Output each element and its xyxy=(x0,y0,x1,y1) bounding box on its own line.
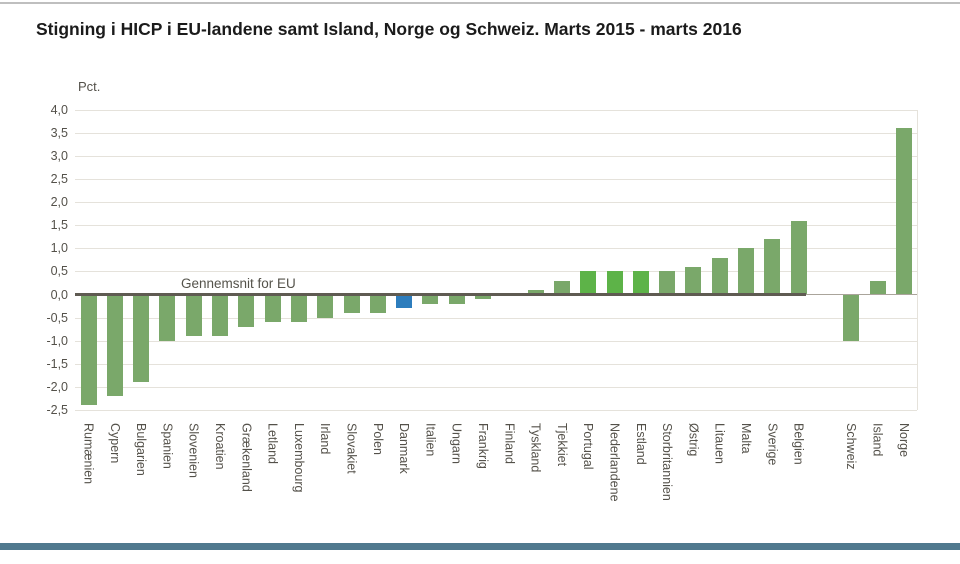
x-axis-label: Bulgarien xyxy=(134,423,149,476)
bar-portugal xyxy=(580,271,597,295)
y-axis-tick-label: -2,0 xyxy=(46,379,68,394)
bar-frankrig xyxy=(475,294,491,300)
x-axis-label: Grækenland xyxy=(239,423,254,492)
gridline xyxy=(75,363,917,365)
y-axis-tick-label: -2,5 xyxy=(46,403,68,417)
x-axis-label: Estland xyxy=(633,423,648,465)
x-axis-label: Letland xyxy=(265,423,280,465)
bar-nederlandene xyxy=(606,271,623,295)
eu-average-annotation: Gennemsnit for EU xyxy=(181,276,296,291)
x-axis-label: Østrig xyxy=(686,423,701,457)
bar-tjekkiet xyxy=(553,280,570,295)
x-axis-label: Malta xyxy=(739,423,753,454)
bar-letland xyxy=(264,294,281,323)
gridline xyxy=(75,271,917,273)
bar-italien xyxy=(422,294,439,304)
gridline xyxy=(75,317,917,319)
bar-island xyxy=(869,280,886,295)
x-axis-label: Island xyxy=(870,423,885,457)
bar-malta xyxy=(738,248,754,295)
chart-title: Stigning i HICP i EU-landene samt Island… xyxy=(36,19,742,39)
x-axis-label: Schweiz xyxy=(844,423,859,470)
x-axis-label: Irland xyxy=(318,423,333,455)
x-axis-label: Finland xyxy=(502,423,517,464)
gridline xyxy=(75,132,917,134)
plot-right-border xyxy=(917,109,918,410)
x-axis-label: Belgien xyxy=(791,423,806,465)
gridline xyxy=(75,248,917,250)
x-axis-label: Storbritannien xyxy=(660,423,675,501)
x-axis-label: Spanien xyxy=(160,423,175,469)
bar-litauen xyxy=(711,257,728,295)
x-axis-label: Slovakiet xyxy=(344,423,359,474)
x-axis-label: Tyskland xyxy=(528,423,543,473)
bar-østrig xyxy=(685,266,702,295)
bar-luxembourg xyxy=(290,294,307,323)
x-axis-label: Cypern xyxy=(107,423,122,464)
y-axis-tick-label: 0,0 xyxy=(50,287,68,302)
y-axis-tick-label: 4,0 xyxy=(50,102,68,117)
y-axis-tick-label: -1,0 xyxy=(46,333,68,348)
y-axis-unit-label: Pct. xyxy=(78,79,101,94)
bar-bulgarien xyxy=(133,294,150,383)
bar-storbritannien xyxy=(659,271,676,295)
gridline xyxy=(75,340,917,342)
x-axis-label: Tjekkiet xyxy=(554,423,569,467)
y-axis-tick-label: -0,5 xyxy=(46,310,68,325)
bar-schweiz xyxy=(843,294,860,341)
x-axis-label: Italien xyxy=(423,423,438,457)
bar-slovakiet xyxy=(343,294,360,313)
x-axis-label: Norge xyxy=(896,423,911,458)
x-axis-label: Litauen xyxy=(712,423,727,465)
gridline xyxy=(75,410,917,411)
y-axis-tick-label: 3,5 xyxy=(50,125,68,140)
x-axis-label: Kroatien xyxy=(213,423,227,470)
x-axis-label: Slovenien xyxy=(186,423,201,478)
x-axis-label: Polen xyxy=(370,423,385,455)
x-axis-label: Rumænien xyxy=(81,423,96,485)
footer-accent-band xyxy=(0,543,960,550)
bar-estland xyxy=(632,271,649,295)
bar-tyskland xyxy=(527,289,544,295)
bar-irland xyxy=(317,294,334,318)
gridline xyxy=(75,155,917,157)
bar-polen xyxy=(369,294,386,313)
y-axis-tick-label: 3,0 xyxy=(50,148,68,163)
gridline xyxy=(75,179,917,180)
y-axis-tick-label: 2,0 xyxy=(50,195,68,210)
x-axis-label: Sverige xyxy=(765,423,780,466)
x-axis-label: Nederlandene xyxy=(607,423,622,502)
top-border-line xyxy=(0,2,960,4)
bar-norge xyxy=(895,128,912,295)
y-axis-tick-label: 0,5 xyxy=(50,264,68,279)
gridline xyxy=(75,202,917,204)
x-axis-label: Ungarn xyxy=(449,423,464,464)
y-axis-tick-label: 1,0 xyxy=(50,241,68,256)
bar-sverige xyxy=(764,239,781,295)
bar-spanien xyxy=(159,294,176,341)
x-axis-label: Frankrig xyxy=(476,423,490,469)
y-axis-tick-label: 2,5 xyxy=(50,172,68,186)
bar-cypern xyxy=(106,294,123,397)
gridline xyxy=(75,386,917,388)
x-axis-label: Danmark xyxy=(397,423,412,474)
bar-kroatien xyxy=(212,294,228,337)
bar-danmark xyxy=(396,294,413,309)
y-axis-tick-label: 1,5 xyxy=(50,218,68,233)
y-axis-tick-label: -1,5 xyxy=(46,356,68,371)
gridline xyxy=(75,225,917,227)
bar-grækenland xyxy=(238,294,255,327)
x-axis-label: Portugal xyxy=(581,423,596,470)
eu-average-line xyxy=(75,293,806,296)
bar-ungarn xyxy=(448,294,465,304)
bar-rumænien xyxy=(80,294,97,406)
x-axis-label: Luxembourg xyxy=(291,423,306,493)
bar-slovenien xyxy=(185,294,202,337)
gridline xyxy=(75,109,917,111)
bar-belgien xyxy=(790,220,807,295)
